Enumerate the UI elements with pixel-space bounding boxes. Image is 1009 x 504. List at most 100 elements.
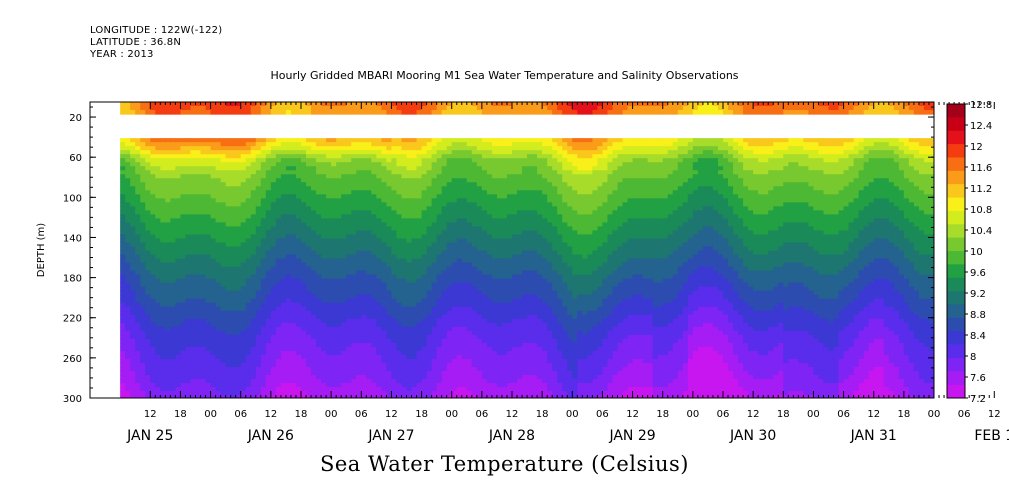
heatmap-cell [466,110,473,115]
heatmap-cell [371,378,377,384]
heatmap-cell [451,234,458,240]
heatmap-cell [446,222,453,228]
heatmap-cell [135,358,141,364]
heatmap-cell [215,390,222,396]
heatmap-cell [130,246,136,252]
heatmap-cell [195,202,202,207]
heatmap-cell [461,302,468,308]
heatmap-cell [301,210,307,215]
heatmap-cell [265,310,272,316]
heatmap-cell [461,170,468,175]
heatmap-cell [376,226,382,232]
heatmap-cell [431,326,438,332]
heatmap-cell [205,366,212,372]
heatmap-cell [230,110,237,115]
heatmap-cell [446,298,453,304]
heatmap-cell [376,378,382,384]
heatmap-cell [301,342,307,348]
heatmap-cell [416,102,423,107]
heatmap-cell [125,142,131,147]
heatmap-cell [321,370,327,376]
heatmap-cell [301,262,307,268]
heatmap-cell [351,258,357,264]
heatmap-cell [205,254,212,260]
heatmap-cell [446,366,453,372]
heatmap-cell [311,394,317,398]
heatmap-cell [376,218,382,223]
heatmap-cell [145,382,151,388]
heatmap-cell [426,166,433,171]
heatmap-cell [441,342,448,348]
heatmap-cell [316,258,322,264]
heatmap-cell [361,378,367,384]
heatmap-cell [140,146,146,151]
heatmap-cell [356,302,362,308]
heatmap-cell [280,218,287,223]
heatmap-cell [351,366,357,372]
heatmap-cell [341,250,347,256]
heatmap-cell [190,270,197,276]
heatmap-cell [486,178,493,183]
heatmap-cell [260,262,267,268]
heatmap-cell [436,334,443,340]
heatmap-cell [130,230,136,236]
heatmap-cell [426,194,433,199]
heatmap-cell [220,370,227,376]
heatmap-cell [285,290,292,296]
heatmap-cell [220,106,227,111]
heatmap-cell [446,106,453,111]
heatmap-cell [145,238,151,244]
heatmap-cell [386,394,393,398]
heatmap-cell [326,354,332,360]
heatmap-cell [210,202,217,207]
heatmap-cell [426,254,433,260]
heatmap-cell [451,374,458,380]
heatmap-cell [326,310,332,316]
heatmap-cell [140,230,146,236]
heatmap-cell [446,218,453,223]
heatmap-cell [235,326,242,332]
heatmap-cell [481,382,488,388]
heatmap-cell [260,102,267,107]
heatmap-cell [130,338,136,344]
heatmap-cell [215,382,222,388]
heatmap-cell [336,254,342,260]
heatmap-cell [220,222,227,228]
heatmap-cell [461,266,468,272]
heatmap-cell [471,234,478,240]
heatmap-cell [295,178,302,183]
heatmap-cell [436,154,443,159]
heatmap-cell [225,198,232,203]
heatmap-cell [441,354,448,360]
heatmap-cell [481,298,488,304]
heatmap-cell [285,170,292,175]
heatmap-cell [255,374,262,380]
heatmap-cell [356,106,362,111]
heatmap-cell [190,310,197,316]
heatmap-cell [356,170,362,175]
heatmap-cell [396,238,403,244]
heatmap-cell [195,346,202,352]
heatmap-cell [456,138,463,143]
heatmap-cell [155,382,161,388]
heatmap-cell [471,386,478,392]
heatmap-cell [416,394,423,398]
heatmap-cell [481,210,488,215]
heatmap-cell [200,370,207,376]
heatmap-cell [175,138,182,143]
heatmap-cell [275,294,282,300]
heatmap-cell [416,138,423,143]
heatmap-cell [376,150,382,155]
heatmap-cell [170,350,176,356]
heatmap-cell [140,274,146,280]
heatmap-cell [270,330,277,336]
heatmap-cell [451,338,458,344]
heatmap-cell [391,298,398,304]
heatmap-cell [125,178,131,183]
heatmap-cell [316,158,322,163]
heatmap-cell [471,370,478,376]
heatmap-cell [250,250,257,256]
heatmap-cell [215,206,222,211]
heatmap-cell [195,330,202,336]
heatmap-cell [220,270,227,276]
